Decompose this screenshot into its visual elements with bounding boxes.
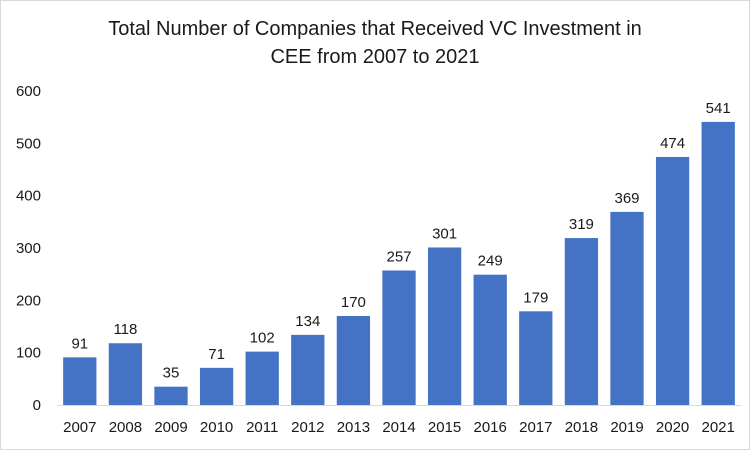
y-tick-label: 600 — [16, 83, 41, 100]
y-tick-label: 400 — [16, 188, 41, 205]
chart-title-line-1: Total Number of Companies that Received … — [108, 18, 642, 40]
x-tick-label-2016: 2016 — [474, 419, 507, 436]
x-tick-label-2007: 2007 — [63, 419, 96, 436]
x-tick-label-2020: 2020 — [656, 419, 689, 436]
data-label-2019: 369 — [614, 190, 639, 207]
x-tick-label-2019: 2019 — [610, 419, 643, 436]
data-label-2017: 179 — [523, 289, 548, 306]
y-tick-label: 100 — [16, 345, 41, 362]
x-tick-label-2015: 2015 — [428, 419, 461, 436]
bar-2013 — [336, 316, 371, 405]
x-axis: 2007 2008 2009 2010 2011 2012 2013 2014 2015 2016… — [63, 419, 735, 436]
bar-2012 — [291, 334, 325, 405]
y-tick-label: 300 — [16, 240, 41, 257]
x-tick-label-2008: 2008 — [109, 419, 142, 436]
bar-2011 — [245, 351, 279, 405]
bar-2009 — [154, 386, 188, 405]
chart-title: Total Number of Companies that Received … — [1, 15, 749, 71]
data-label-2020: 474 — [660, 135, 685, 152]
bar-2017 — [519, 311, 553, 405]
bar-2007 — [63, 357, 97, 405]
data-label-2018: 319 — [569, 216, 594, 233]
y-tick-label: 500 — [16, 135, 41, 152]
data-label-2009: 35 — [163, 365, 180, 382]
data-label-2010: 71 — [208, 346, 225, 363]
data-label-2011: 102 — [250, 330, 275, 347]
y-tick-label: 0 — [33, 397, 41, 414]
bars — [63, 121, 735, 406]
bar-2015 — [427, 247, 462, 405]
data-label-2014: 257 — [386, 249, 411, 266]
data-label-2013: 170 — [341, 294, 366, 311]
data-label-2007: 91 — [71, 335, 88, 352]
x-tick-label-2009: 2009 — [154, 419, 187, 436]
x-tick-label-2017: 2017 — [519, 419, 552, 436]
x-tick-label-2012: 2012 — [291, 419, 324, 436]
x-tick-label-2021: 2021 — [702, 419, 735, 436]
x-tick-label-2011: 2011 — [246, 419, 278, 436]
data-label-2008: 118 — [113, 321, 137, 338]
bar-2016 — [473, 274, 507, 405]
data-label-2021: 541 — [706, 100, 731, 117]
bar-2019 — [610, 211, 644, 405]
data-label-2015: 301 — [432, 225, 457, 242]
x-tick-label-2010: 2010 — [200, 419, 233, 436]
data-label-2012: 134 — [295, 313, 320, 330]
data-labels: 91 118 35 71 102 134 170 257 301 249 179 319 369 474 5… — [71, 100, 730, 382]
bar-2010 — [199, 367, 234, 405]
bar-2021 — [701, 121, 735, 406]
bar-2014 — [382, 270, 416, 405]
x-tick-label-2014: 2014 — [382, 419, 415, 436]
y-tick-label: 200 — [16, 292, 41, 309]
bar-2018 — [564, 238, 599, 405]
x-tick-label-2018: 2018 — [565, 419, 598, 436]
data-label-2016: 249 — [478, 253, 503, 270]
bar-2008 — [108, 343, 143, 405]
y-axis: 0 100 200 300 400 500 600 — [16, 83, 41, 414]
chart-title-line-2: CEE from 2007 to 2021 — [270, 46, 480, 68]
bar-2020 — [655, 156, 690, 405]
x-tick-label-2013: 2013 — [337, 419, 370, 436]
